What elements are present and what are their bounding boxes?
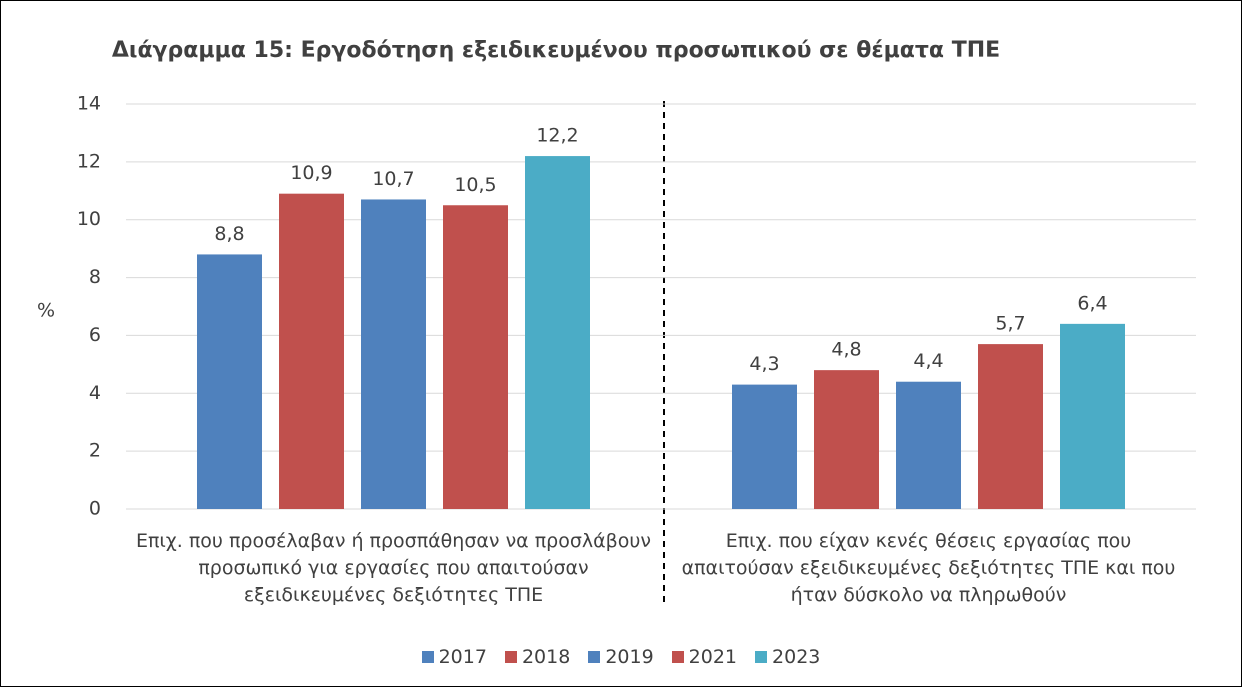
data-label: 6,4 [1077,292,1107,314]
y-tick-label: 0 [89,498,101,520]
data-label: 12,2 [536,125,578,147]
bar [1060,323,1125,509]
legend-item: 2019 [588,646,654,668]
bar [361,199,426,509]
y-tick-label: 6 [89,324,101,346]
legend: 2017 2018 2019 2021 2023 [1,646,1241,668]
legend-item: 2018 [504,646,571,668]
chart-title: Διάγραμμα 15: Εργοδότηση εξειδικευμένου … [111,38,1001,63]
data-label: 10,9 [290,162,332,184]
bar [197,254,262,509]
bar [896,381,961,509]
legend-label: 2018 [521,646,571,668]
legend-label: 2021 [688,646,738,668]
data-label: 5,7 [995,313,1025,335]
y-tick-label: 14 [77,93,101,115]
y-tick-label: 10 [77,208,101,230]
legend-swatch [588,651,601,663]
x-tick-label: Επιχ. που είχαν κενές θέσεις εργασίας πο… [681,530,1176,606]
y-tick-label: 2 [89,440,101,462]
data-label: 10,5 [454,174,496,196]
data-label: 4,8 [831,339,861,361]
data-label: 4,3 [749,353,779,375]
bar [732,384,797,509]
legend-label: 2019 [605,646,654,668]
bar [279,193,344,509]
bar [443,205,508,509]
legend-swatch [755,651,768,663]
legend-item: 2017 [421,646,487,668]
y-tick-label: 4 [89,382,101,404]
bar [525,156,590,510]
data-label: 10,7 [372,168,414,190]
legend-label: 2023 [772,646,821,668]
legend-item: 2023 [755,646,820,668]
bar [978,344,1043,509]
y-tick-label: 8 [89,266,101,288]
bar [814,370,879,509]
legend-swatch [504,651,517,663]
data-label: 4,4 [913,350,943,372]
data-label: 8,8 [214,223,244,245]
legend-item: 2021 [671,646,738,668]
legend-label: 2017 [438,646,487,668]
legend-swatch [671,651,684,663]
legend-swatch [421,651,434,663]
x-tick-label: Επιχ. που προσέλαβαν ή προσπάθησαν να πρ… [135,530,652,606]
y-axis-label: % [37,300,55,322]
y-tick-label: 12 [77,150,101,172]
